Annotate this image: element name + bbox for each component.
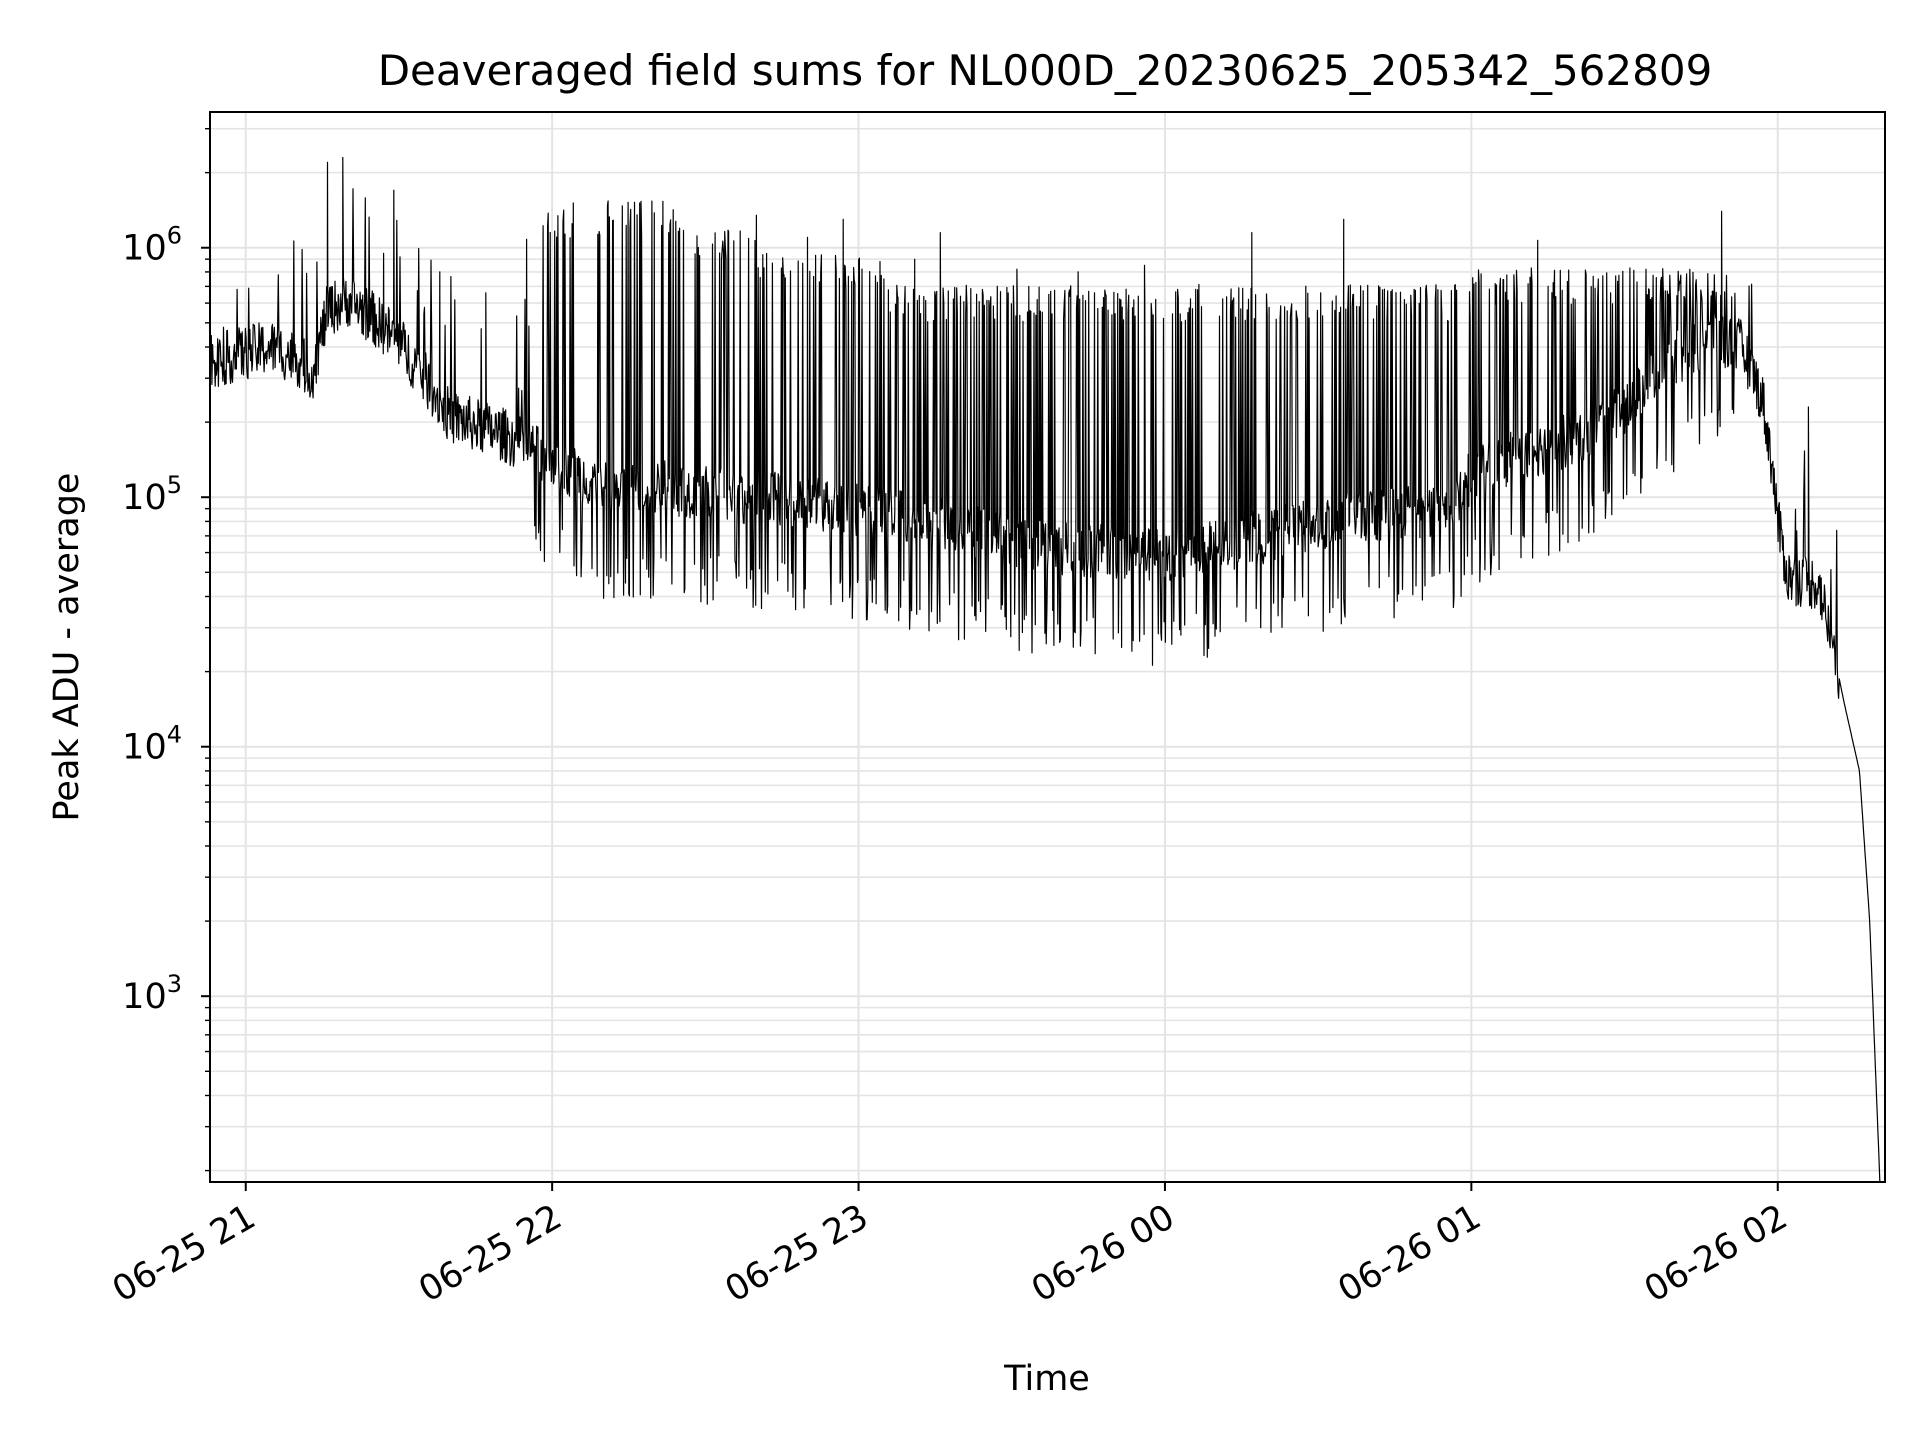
- x-tick-label: 06-25 23: [719, 1197, 875, 1310]
- x-tick-label: 06-26 01: [1332, 1197, 1488, 1310]
- y-axis-title: Peak ADU - average: [47, 473, 87, 822]
- plot-frame: [209, 111, 1886, 1183]
- y-tick-label: 105: [122, 471, 182, 518]
- x-tick-label: 06-26 02: [1638, 1197, 1794, 1310]
- x-tick-label: 06-25 22: [412, 1197, 568, 1310]
- x-tick-label: 06-26 00: [1025, 1197, 1181, 1310]
- grid-layer: [210, 112, 1885, 1182]
- y-tick-label: 106: [122, 222, 182, 269]
- x-axis-title: Time: [1003, 1359, 1090, 1399]
- y-tick-label: 103: [122, 970, 182, 1017]
- y-tick-label: 104: [122, 721, 182, 768]
- series-line: [209, 156, 1885, 1183]
- chart-title: Deaveraged field sums for NL000D_2023062…: [378, 46, 1713, 95]
- x-tick-label: 06-25 21: [106, 1197, 262, 1310]
